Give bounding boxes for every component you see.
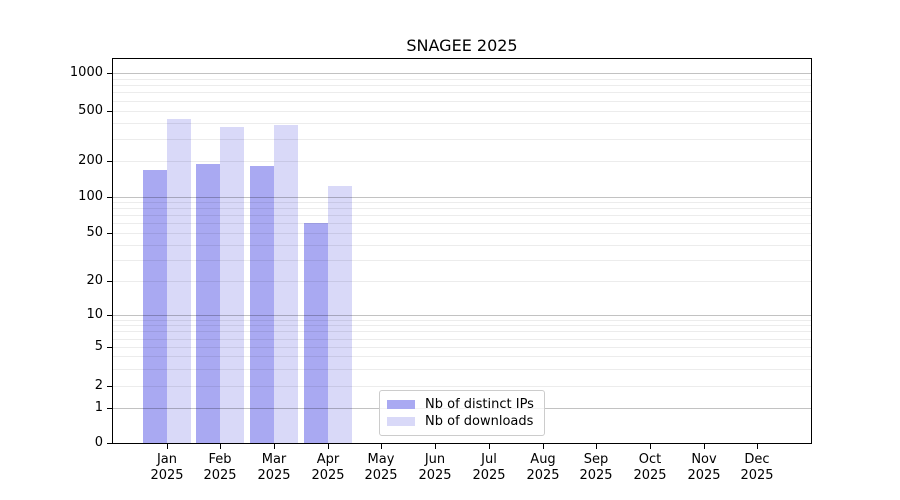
gridline-minor	[113, 223, 811, 224]
x-tick-label-dec: Dec 2025	[740, 452, 774, 483]
y-tick-label: 1000	[69, 65, 103, 80]
gridline-minor	[113, 79, 811, 80]
bars-layer	[113, 59, 811, 443]
y-tick-label: 50	[86, 225, 103, 240]
y-tick-label: 5	[94, 339, 103, 354]
x-tick-label-may: May 2025	[364, 452, 398, 483]
bar-jan-distinct-ips	[143, 170, 167, 443]
bar-mar-downloads	[274, 125, 298, 443]
y-tick-label: 20	[86, 273, 103, 288]
gridline-major	[113, 197, 811, 198]
gridline-minor	[113, 101, 811, 102]
plot-area	[112, 58, 812, 444]
bar-feb-distinct-ips	[196, 164, 220, 443]
y-tick-label: 200	[78, 153, 103, 168]
y-tick-mark	[107, 281, 112, 282]
x-tick-mark	[704, 444, 705, 449]
grid-layer	[113, 59, 811, 443]
x-tick-label-aug: Aug 2025	[526, 452, 560, 483]
legend-label-downloads: Nb of downloads	[425, 414, 534, 429]
x-tick-mark	[274, 444, 275, 449]
gridline-minor	[113, 208, 811, 209]
bar-apr-downloads	[328, 186, 352, 443]
y-tick-mark	[107, 161, 112, 162]
y-tick-label: 10	[86, 307, 103, 322]
y-tick-mark	[107, 73, 112, 74]
y-tick-mark	[107, 315, 112, 316]
y-tick-mark	[107, 347, 112, 348]
gridline-minor	[113, 215, 811, 216]
y-tick-label: 2	[94, 378, 103, 393]
legend-item-downloads: Nb of downloads	[380, 413, 544, 430]
gridline-minor	[113, 281, 811, 282]
x-tick-label-mar: Mar 2025	[257, 452, 291, 483]
x-tick-mark	[328, 444, 329, 449]
y-tick-mark	[107, 233, 112, 234]
legend-label-distinct-ips: Nb of distinct IPs	[425, 397, 534, 412]
gridline-minor	[113, 386, 811, 387]
gridline-minor	[113, 369, 811, 370]
y-tick-label: 1	[94, 400, 103, 415]
y-tick-mark	[107, 386, 112, 387]
y-tick-label: 500	[78, 103, 103, 118]
x-tick-label-oct: Oct 2025	[633, 452, 667, 483]
gridline-major	[113, 315, 811, 316]
y-tick-label: 0	[94, 435, 103, 450]
chart-title: SNAGEE 2025	[406, 36, 518, 55]
bar-feb-downloads	[220, 127, 244, 443]
gridline-minor	[113, 139, 811, 140]
gridline-minor	[113, 92, 811, 93]
legend: Nb of distinct IPs Nb of downloads	[379, 390, 545, 436]
x-tick-mark	[435, 444, 436, 449]
x-tick-mark	[543, 444, 544, 449]
bar-mar-distinct-ips	[250, 166, 274, 443]
x-tick-mark	[757, 444, 758, 449]
gridline-minor	[113, 161, 811, 162]
bar-jan-downloads	[167, 119, 191, 443]
gridline-minor	[113, 233, 811, 234]
x-tick-label-nov: Nov 2025	[687, 452, 721, 483]
x-tick-label-apr: Apr 2025	[311, 452, 345, 483]
legend-swatch-distinct-ips	[387, 400, 415, 409]
gridline-minor	[113, 202, 811, 203]
gridline-minor	[113, 245, 811, 246]
x-tick-mark	[489, 444, 490, 449]
gridline-minor	[113, 347, 811, 348]
x-tick-mark	[596, 444, 597, 449]
gridline-minor	[113, 260, 811, 261]
y-tick-label: 100	[78, 189, 103, 204]
gridline-minor	[113, 325, 811, 326]
x-tick-mark	[167, 444, 168, 449]
gridline-minor	[113, 123, 811, 124]
x-tick-label-sep: Sep 2025	[579, 452, 613, 483]
x-tick-mark	[220, 444, 221, 449]
legend-swatch-downloads	[387, 417, 415, 426]
x-tick-label-jun: Jun 2025	[418, 452, 452, 483]
x-tick-mark	[381, 444, 382, 449]
gridline-minor	[113, 320, 811, 321]
x-tick-label-jul: Jul 2025	[472, 452, 506, 483]
legend-item-distinct-ips: Nb of distinct IPs	[380, 396, 544, 413]
gridline-minor	[113, 331, 811, 332]
gridline-minor	[113, 85, 811, 86]
x-tick-label-feb: Feb 2025	[203, 452, 237, 483]
gridline-minor	[113, 339, 811, 340]
x-tick-mark	[650, 444, 651, 449]
gridline-major	[113, 73, 811, 74]
y-tick-mark	[107, 408, 112, 409]
x-tick-label-jan: Jan 2025	[150, 452, 184, 483]
gridline-minor	[113, 356, 811, 357]
y-tick-mark	[107, 197, 112, 198]
y-tick-mark	[107, 443, 112, 444]
bar-apr-distinct-ips	[304, 223, 328, 443]
gridline-minor	[113, 111, 811, 112]
y-tick-mark	[107, 111, 112, 112]
